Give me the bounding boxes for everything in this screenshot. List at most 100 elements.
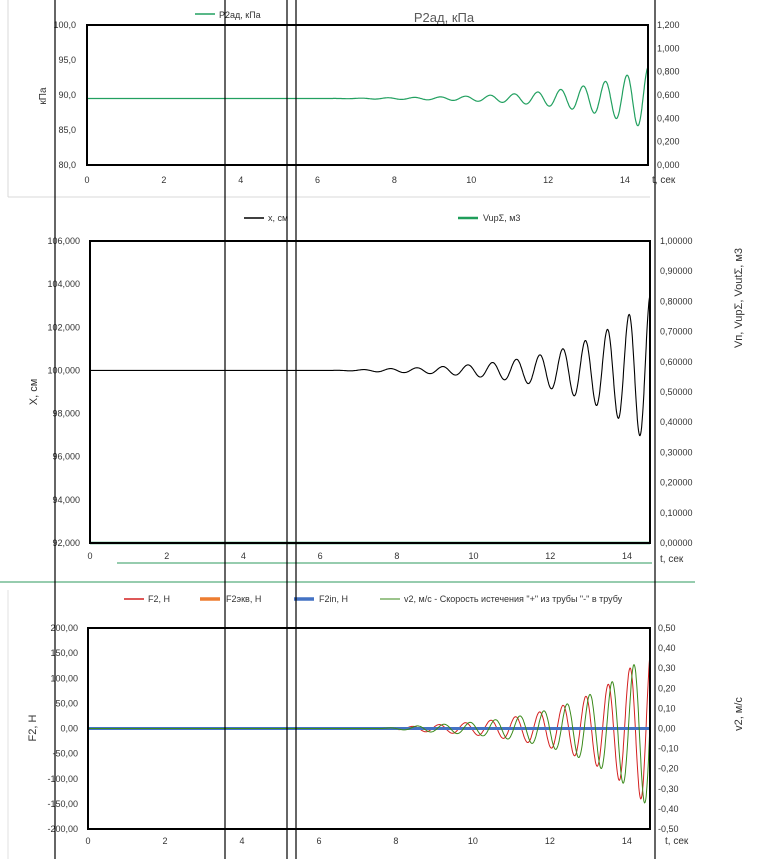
y2-tick-label: 0,60000 [660, 357, 693, 367]
chart1-plot [87, 66, 649, 127]
chart3-x-ticks: 0 2 4 6 8 10 12 14 [85, 836, 631, 846]
chart3-area: F2, Н F2экв, Н F2in, Н v2, м/с - Скорост… [7, 590, 745, 859]
chart1-title: P2ад, кПа [414, 10, 475, 25]
y-tick-label: -200,00 [47, 824, 78, 834]
x-tick-label: 8 [393, 836, 398, 846]
series-x-line [90, 295, 651, 437]
x-tick-label: 2 [161, 175, 166, 185]
chart2-plot [90, 295, 651, 545]
y2-tick-label: 0,400 [657, 113, 680, 123]
x-tick-label: 12 [543, 175, 553, 185]
y-tick-label: 94,000 [52, 495, 80, 505]
chart3-legend-label-f2in: F2in, Н [319, 594, 348, 604]
y2-tick-label: 0,30000 [660, 447, 693, 457]
x-tick-label: 10 [468, 836, 478, 846]
y-tick-label: -50,00 [52, 749, 78, 759]
x-tick-label: 4 [238, 175, 243, 185]
y2-tick-label: -0,40 [658, 804, 679, 814]
chart2-area: x, см VupΣ, м3 X, см Vп, VupΣ, VoutΣ, м3… [28, 213, 745, 565]
chart3-legend-label-v2: v2, м/с - Скорость истечения "+" из труб… [404, 594, 623, 604]
chart2-plot-frame [89, 240, 651, 544]
x-tick-label: 12 [545, 836, 555, 846]
y2-tick-label: 0,10000 [660, 508, 693, 518]
chart3-y2-ticks: -0,50 -0,40 -0,30 -0,20 -0,10 0,00 0,10 0,20 0,3… [658, 623, 679, 834]
y-tick-label: 106,000 [47, 236, 80, 246]
y-tick-label: 90,0 [58, 90, 76, 100]
chart2-x-axis-title: t, сек [660, 554, 684, 565]
chart1-plot-frame [86, 24, 649, 166]
y-tick-label: 100,0 [53, 20, 76, 30]
y2-tick-label: 0,00 [658, 724, 676, 734]
y2-tick-label: -0,20 [658, 764, 679, 774]
chart2-y-axis-title: X, см [28, 379, 40, 406]
x-tick-label: 10 [466, 175, 476, 185]
x-tick-label: 2 [162, 836, 167, 846]
y2-tick-label: 0,40 [658, 643, 676, 653]
y2-tick-label: 1,000 [657, 43, 680, 53]
chart1-x-ticks: 0 2 4 6 8 10 12 14 [84, 175, 629, 185]
y-tick-label: 96,000 [52, 452, 80, 462]
x-tick-label: 0 [85, 836, 90, 846]
y-tick-label: 85,0 [58, 125, 76, 135]
chart3-y-axis-title: F2, Н [27, 715, 39, 742]
x-tick-label: 0 [84, 175, 89, 185]
y-tick-label: 150,00 [50, 648, 78, 658]
x-tick-label: 14 [620, 175, 630, 185]
x-tick-label: 6 [316, 836, 321, 846]
chart3-y-ticks: -200,00 -150,00 -100,00 -50,00 0,00 50,00 100,… [47, 623, 78, 834]
y-tick-label: 80,0 [58, 160, 76, 170]
chart3-plot-frame [87, 627, 651, 830]
y2-tick-label: -0,10 [658, 744, 679, 754]
x-tick-label: 0 [87, 551, 92, 561]
y2-tick-label: 0,50 [658, 623, 676, 633]
chart1-y2-ticks: 0,000 0,200 0,400 0,600 0,800 1,000 1,200 [657, 20, 680, 170]
chart1-legend-label: P2ад, кПа [219, 10, 261, 20]
y-tick-label: 95,0 [58, 55, 76, 65]
y2-tick-label: 0,200 [657, 137, 680, 147]
y-tick-label: 50,00 [55, 698, 78, 708]
x-tick-label: 14 [622, 836, 632, 846]
chart3-x-axis-title: t, сек [665, 836, 689, 847]
chart2-legend-label-x: x, см [268, 213, 288, 223]
x-tick-label: 10 [469, 551, 479, 561]
y-tick-label: 100,00 [50, 673, 78, 683]
chart1-y-axis-title: кПа [38, 87, 49, 105]
chart1-x-axis-title: t, сек [652, 175, 676, 186]
y-tick-label: 102,000 [47, 322, 80, 332]
y2-tick-label: 0,800 [657, 67, 680, 77]
y2-tick-label: 0,40000 [660, 417, 693, 427]
series-p2ad-line [87, 66, 649, 127]
x-tick-label: 12 [545, 551, 555, 561]
y-tick-label: 200,00 [50, 623, 78, 633]
chart3-plot [88, 654, 651, 804]
y2-tick-label: 0,70000 [660, 327, 693, 337]
y2-tick-label: 1,00000 [660, 236, 693, 246]
x-tick-label: 6 [315, 175, 320, 185]
y2-tick-label: 0,000 [657, 160, 680, 170]
chart1-y-ticks: 80,0 85,0 90,0 95,0 100,0 [53, 20, 76, 170]
series-v2-line [88, 664, 651, 804]
chart2-y2-ticks: 0,00000 0,10000 0,20000 0,30000 0,40000 0,500… [660, 236, 693, 548]
y-tick-label: -100,00 [47, 774, 78, 784]
y2-tick-label: 0,20 [658, 683, 676, 693]
y-tick-label: 98,000 [52, 409, 80, 419]
y2-tick-label: 0,90000 [660, 266, 693, 276]
y2-tick-label: 0,20000 [660, 478, 693, 488]
y-tick-label: -150,00 [47, 799, 78, 809]
y2-tick-label: 0,00000 [660, 538, 693, 548]
y2-tick-label: 1,200 [657, 20, 680, 30]
y-tick-label: 100,000 [47, 365, 80, 375]
x-tick-label: 8 [392, 175, 397, 185]
y2-tick-label: 0,80000 [660, 296, 693, 306]
y2-tick-label: 0,30 [658, 663, 676, 673]
y-tick-label: 92,000 [52, 538, 80, 548]
chart3-legend-label-f2ekv: F2экв, Н [226, 594, 261, 604]
chart2-y-ticks: 92,000 94,000 96,000 98,000 100,000 102,000 10… [47, 236, 80, 548]
chart1-area: P2ад, кПа P2ад, кПа кПа t, сек 0 2 4 6 8 10 12… [7, 0, 680, 198]
y2-tick-label: 0,600 [657, 90, 680, 100]
chart3-y2-axis-title: v2, м/с [733, 697, 745, 731]
y2-tick-label: -0,30 [658, 784, 679, 794]
chart2-legend-label-vup: VupΣ, м3 [483, 213, 520, 223]
x-tick-label: 2 [164, 551, 169, 561]
